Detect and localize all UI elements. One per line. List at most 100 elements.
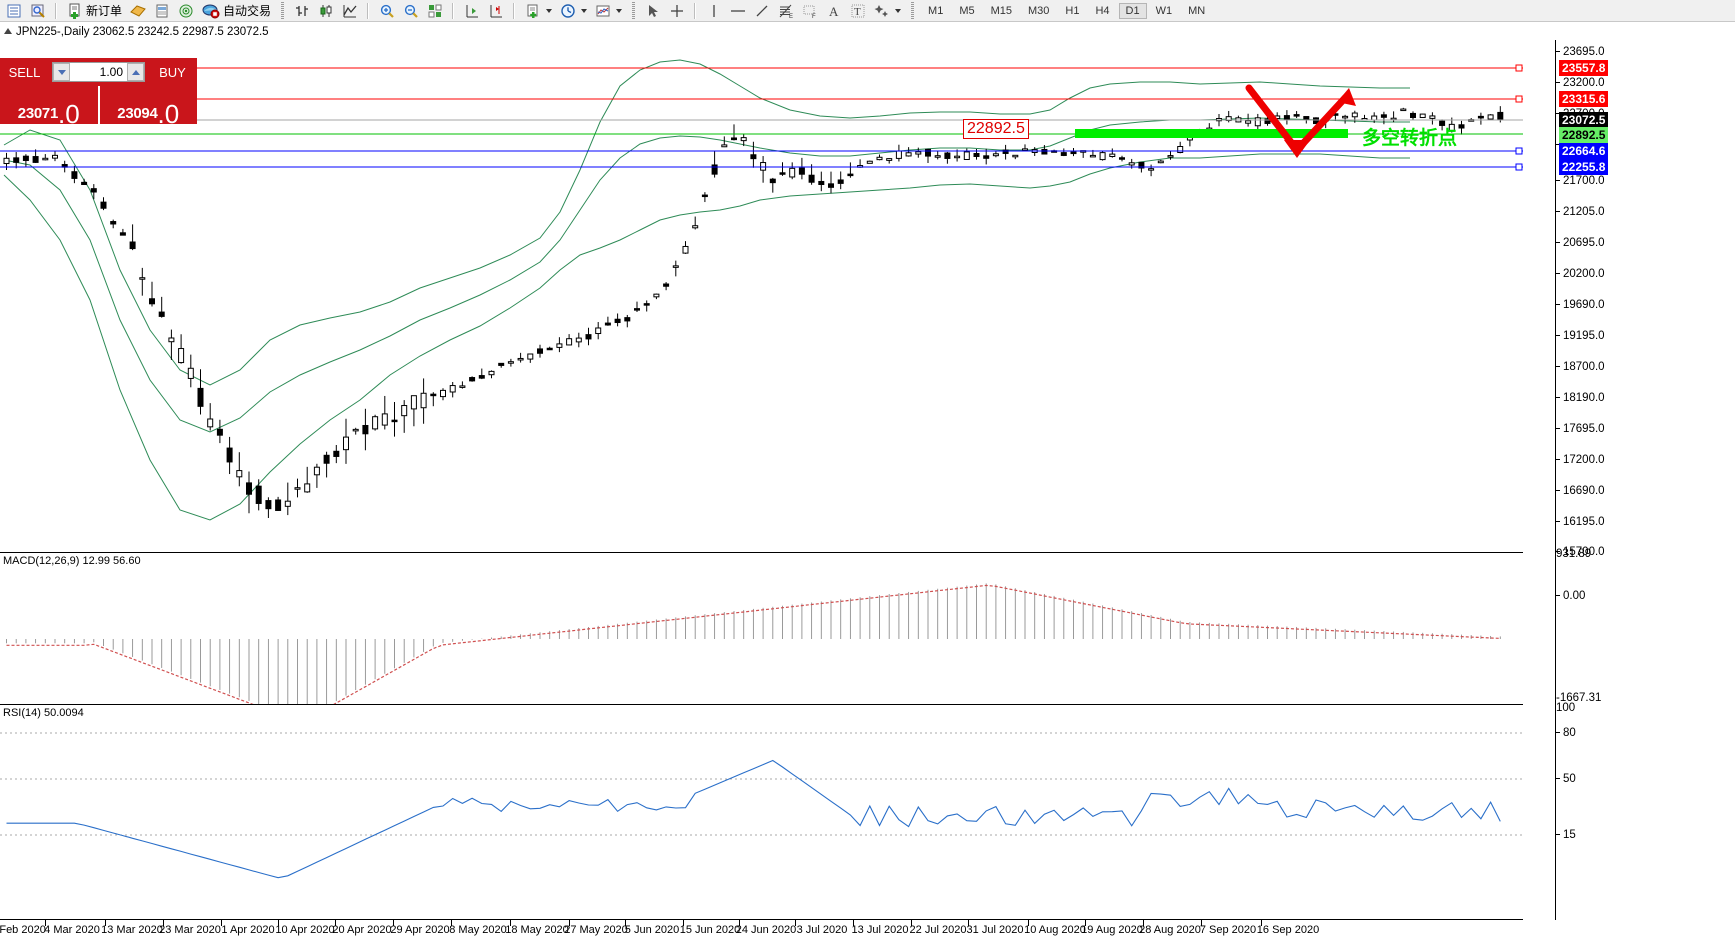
- timeframe-mn[interactable]: MN: [1188, 4, 1206, 17]
- trendline-icon[interactable]: [751, 1, 773, 21]
- timeframe-m5[interactable]: M5: [959, 4, 975, 17]
- price-level-badge-23557[interactable]: 23557.8: [1559, 60, 1609, 76]
- time-tick: 10 Aug 2020: [1024, 924, 1086, 936]
- crosshair-icon[interactable]: [666, 1, 688, 21]
- chart-window[interactable]: JPN225-,Daily 23062.5 23242.5 22987.5 23…: [0, 22, 1735, 941]
- timeframe-h4[interactable]: H4: [1095, 4, 1110, 17]
- turning-point-annotation: 多空转折点: [1362, 127, 1458, 149]
- symbol-header: JPN225-,Daily 23062.5 23242.5 22987.5 23…: [0, 26, 269, 38]
- one-click-trading-panel[interactable]: SELL 1.00 BUY 23071.0 23094.0: [0, 58, 197, 129]
- zoom-out-icon[interactable]: [400, 1, 422, 21]
- autotrading-button[interactable]: 自动交易: [198, 1, 275, 21]
- shapes-dropdown-icon[interactable]: [895, 8, 902, 13]
- buy-price-int: 23094: [117, 105, 158, 122]
- time-tick-mark: [911, 920, 912, 926]
- price-level-badge-23315[interactable]: 23315.6: [1559, 91, 1609, 107]
- buy-price[interactable]: 23094.0: [97, 86, 197, 129]
- volume-stepper[interactable]: 1.00: [52, 62, 145, 82]
- rsi-tick: 50: [1556, 773, 1576, 785]
- time-tick: 15 Jun 2020: [679, 924, 741, 936]
- time-tick: 5 Jun 2020: [624, 924, 680, 936]
- volume-decrease-button[interactable]: [53, 63, 70, 81]
- tile-windows-icon[interactable]: [424, 1, 446, 21]
- price-level-badge-22664[interactable]: 22664.6: [1559, 143, 1609, 159]
- line-chart-icon[interactable]: [339, 1, 361, 21]
- time-tick: 18 May 2020: [505, 924, 569, 936]
- toolbar-grip-3[interactable]: [909, 1, 917, 20]
- chevron-down-icon: [57, 69, 66, 75]
- buy-button[interactable]: BUY: [148, 58, 197, 86]
- auto-scroll-icon[interactable]: [485, 1, 507, 21]
- rsi-pane[interactable]: RSI(14) 50.0094: [0, 704, 1523, 919]
- time-tick: 29 Apr 2020: [390, 924, 450, 936]
- text-label-icon[interactable]: T: [847, 1, 869, 21]
- terminal-icon[interactable]: [3, 1, 25, 21]
- zoom-in-icon[interactable]: [376, 1, 398, 21]
- period-dropdown-icon[interactable]: [581, 8, 588, 13]
- price-tick: 20200.0: [1556, 268, 1605, 280]
- price-pane[interactable]: 22892.5 多空转折点: [0, 40, 1523, 552]
- time-tick-mark: [795, 920, 796, 926]
- time-tick: 1 Apr 2020: [221, 924, 275, 936]
- volume-increase-button[interactable]: [127, 63, 144, 81]
- vertical-line-icon[interactable]: [703, 1, 725, 21]
- price-tick: 17695.0: [1556, 423, 1605, 435]
- line-handle: [1515, 64, 1523, 72]
- collapse-triangle-icon[interactable]: [4, 28, 12, 35]
- time-tick-mark: [625, 920, 626, 926]
- price-overlays-svg: [0, 64, 1523, 171]
- timeframe-m1[interactable]: M1: [928, 4, 944, 17]
- macd-label: MACD(12,26,9) 12.99 56.60: [3, 555, 141, 567]
- equidistant-channel-icon[interactable]: F: [799, 1, 821, 21]
- time-tick-mark: [1028, 920, 1029, 926]
- macd-pane[interactable]: MACD(12,26,9) 12.99 56.60: [0, 552, 1523, 704]
- price-tick: 16195.0: [1556, 516, 1605, 528]
- navigator-icon[interactable]: [175, 1, 197, 21]
- trade-panel-top: SELL 1.00 BUY: [0, 58, 197, 86]
- text-icon[interactable]: A: [823, 1, 845, 21]
- time-tick-mark: [968, 920, 969, 926]
- candlestick-chart-icon[interactable]: [315, 1, 337, 21]
- data-window-icon[interactable]: [151, 1, 173, 21]
- price-scale[interactable]: 23695.0 23200.0 22700.0 22195.0 21700.0 …: [1555, 40, 1735, 920]
- timeframe-m30[interactable]: M30: [1028, 4, 1050, 17]
- market-watch-icon[interactable]: [27, 1, 49, 21]
- time-tick-mark: [1201, 920, 1202, 926]
- shapes-icon[interactable]: [871, 1, 893, 21]
- timeframe-m15[interactable]: M15: [990, 4, 1012, 17]
- indicators-icon[interactable]: [592, 1, 614, 21]
- expert-advisor-icon[interactable]: [127, 1, 149, 21]
- buy-price-frac: .0: [157, 99, 180, 129]
- templates-icon[interactable]: [522, 1, 544, 21]
- fibonacci-icon[interactable]: E: [775, 1, 797, 21]
- period-icon[interactable]: [557, 1, 579, 21]
- sell-price-frac: .0: [58, 99, 80, 129]
- rsi-canvas: [0, 705, 1523, 919]
- sell-price[interactable]: 23071.0: [0, 86, 98, 129]
- bar-chart-icon[interactable]: [291, 1, 313, 21]
- toolbar-grip[interactable]: [279, 1, 287, 20]
- toolbar-grip-2[interactable]: [630, 1, 638, 20]
- price-level-badge-22892[interactable]: 22892.5: [1559, 127, 1609, 143]
- time-tick-mark: [393, 920, 394, 926]
- price-level-badge-22255[interactable]: 22255.8: [1559, 159, 1609, 175]
- new-order-button[interactable]: 新订单: [63, 1, 126, 21]
- timeframe-w1[interactable]: W1: [1155, 4, 1173, 17]
- sell-button[interactable]: SELL: [0, 58, 49, 86]
- line-handle: [1515, 147, 1523, 155]
- horizontal-line-icon[interactable]: [727, 1, 749, 21]
- price-tag-22892[interactable]: 22892.5: [963, 119, 1029, 139]
- autotrading-label: 自动交易: [223, 4, 272, 18]
- cursor-icon[interactable]: [642, 1, 664, 21]
- toolbar-separator-3: [450, 2, 458, 19]
- templates-dropdown-icon[interactable]: [546, 8, 553, 13]
- time-tick: 20 Apr 2020: [332, 924, 392, 936]
- volume-value[interactable]: 1.00: [99, 65, 123, 79]
- timeframe-h1[interactable]: H1: [1065, 4, 1080, 17]
- rsi-tick: 15: [1556, 829, 1576, 841]
- indicators-dropdown-icon[interactable]: [616, 8, 623, 13]
- timeframe-d1[interactable]: D1: [1118, 2, 1147, 19]
- chart-shift-icon[interactable]: [461, 1, 483, 21]
- price-tick: 21205.0: [1556, 206, 1605, 218]
